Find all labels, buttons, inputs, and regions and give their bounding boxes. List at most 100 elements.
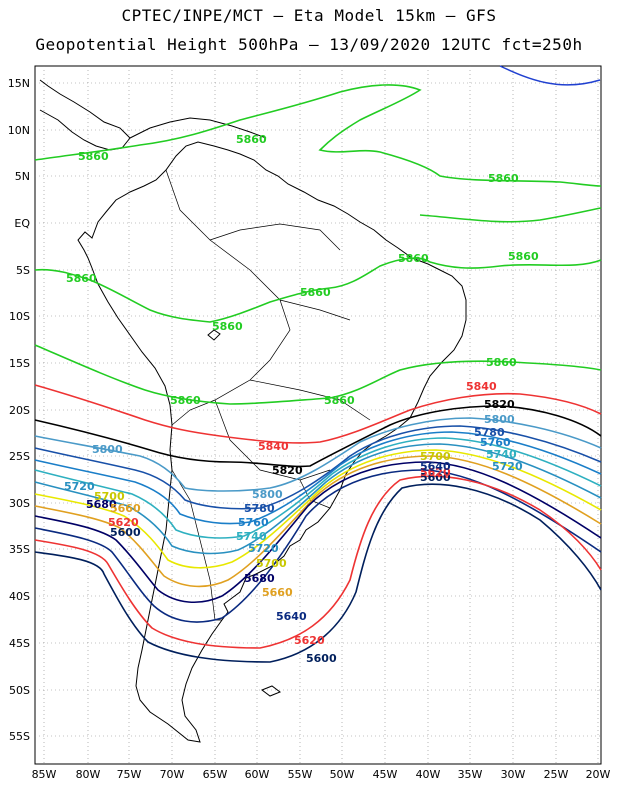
contour-label: 5620 bbox=[108, 516, 139, 529]
map-title-line2: Geopotential Height 500hPa – 13/09/2020 … bbox=[35, 35, 583, 54]
contour-label: 5860 bbox=[212, 320, 243, 333]
lon-label: 80W bbox=[76, 768, 101, 781]
contour-label: 5860 bbox=[488, 172, 519, 185]
contour-label: 5700 bbox=[420, 450, 451, 463]
lat-label: 25S bbox=[9, 450, 30, 463]
contour-5860-north bbox=[34, 84, 602, 187]
contour-label: 5860 bbox=[78, 150, 109, 163]
contour-label: 5780 bbox=[474, 426, 505, 439]
lat-label: 45S bbox=[9, 637, 30, 650]
contour-5860-south-america bbox=[34, 257, 602, 323]
lon-label: 85W bbox=[32, 768, 57, 781]
contour-label: 5860 bbox=[66, 272, 97, 285]
lon-label: 75W bbox=[117, 768, 142, 781]
lat-label: 40S bbox=[9, 590, 30, 603]
south-america-coastline bbox=[77, 141, 467, 743]
lon-label: 65W bbox=[203, 768, 228, 781]
contour-label: 5640 bbox=[420, 460, 451, 473]
contour-label: 5800 bbox=[484, 413, 515, 426]
map-title-line1: CPTEC/INPE/MCT – Eta Model 15km – GFS bbox=[121, 6, 497, 25]
lon-axis-labels: 85W 80W 75W 70W 65W 60W 55W 50W 45W 40W … bbox=[32, 768, 611, 781]
contour-label: 5740 bbox=[486, 448, 517, 461]
lon-label: 45W bbox=[373, 768, 398, 781]
contour-label: 5740 bbox=[236, 530, 267, 543]
contour-5640 bbox=[34, 469, 602, 623]
contour-label: 5800 bbox=[92, 443, 123, 456]
contour-label: 5700 bbox=[256, 557, 287, 570]
lake-titicaca bbox=[207, 329, 221, 341]
contour-label: 5660 bbox=[110, 502, 141, 515]
contour-label: 5600 bbox=[420, 471, 451, 484]
contour-5720 bbox=[34, 443, 602, 555]
lat-label: 15N bbox=[8, 77, 30, 90]
contour-label: 5780 bbox=[244, 502, 275, 515]
lat-axis-labels: 15N 10N 5N EQ 5S 10S 15S 20S 25S 30S 35S… bbox=[8, 77, 31, 743]
contour-label: 5620 bbox=[294, 634, 325, 647]
contour-label: 5860 bbox=[486, 356, 517, 369]
contour-label: 5720 bbox=[64, 480, 95, 493]
map-gridlines bbox=[35, 66, 601, 764]
coastlines bbox=[39, 79, 467, 743]
contour-5860-south bbox=[34, 344, 602, 405]
contour-label: 5860 bbox=[324, 394, 355, 407]
contour-label: 5860 bbox=[508, 250, 539, 263]
contour-5860-northeast bbox=[419, 207, 602, 223]
lat-label: 50S bbox=[9, 684, 30, 697]
contour-label: 5860 bbox=[170, 394, 201, 407]
contour-5680-orange bbox=[34, 455, 602, 588]
lon-label: 25W bbox=[544, 768, 569, 781]
contour-5740 bbox=[34, 437, 602, 539]
contour-label: 5760 bbox=[238, 516, 269, 529]
lon-label: 55W bbox=[288, 768, 313, 781]
contour-5700 bbox=[34, 449, 602, 569]
lon-label: 40W bbox=[416, 768, 441, 781]
contour-5660 bbox=[34, 461, 602, 604]
contour-5760 bbox=[34, 431, 602, 525]
contour-label: 5860 bbox=[300, 286, 331, 299]
lat-label: 55S bbox=[9, 730, 30, 743]
lat-label: EQ bbox=[14, 217, 30, 230]
contour-label: 5680 bbox=[244, 572, 275, 585]
contour-5600 bbox=[34, 483, 602, 663]
contour-label: 5660 bbox=[262, 586, 293, 599]
contour-label: 5600 bbox=[110, 526, 141, 539]
lat-label: 10S bbox=[9, 310, 30, 323]
lon-label: 70W bbox=[160, 768, 185, 781]
contour-label: 5860 bbox=[236, 133, 267, 146]
contour-label: 5700 bbox=[94, 490, 125, 503]
contour-top-right bbox=[499, 65, 601, 86]
lon-label: 35W bbox=[458, 768, 483, 781]
contour-label: 5620 bbox=[420, 466, 451, 479]
contour-label: 5800 bbox=[252, 488, 283, 501]
contour-5620 bbox=[34, 475, 602, 649]
contour-5780 bbox=[34, 425, 602, 510]
contour-labels: 5860 5860 5860 5860 5860 5860 5860 5860 … bbox=[64, 133, 539, 665]
contour-label: 5820 bbox=[272, 464, 303, 477]
lon-label: 60W bbox=[245, 768, 270, 781]
height-contours bbox=[34, 84, 602, 663]
contour-label: 5600 bbox=[306, 652, 337, 665]
contour-label: 5720 bbox=[248, 542, 279, 555]
contour-label: 5860 bbox=[398, 252, 429, 265]
lat-label: 5N bbox=[15, 170, 30, 183]
contour-label: 5840 bbox=[466, 380, 497, 393]
falkland-islands bbox=[260, 685, 282, 697]
lat-label: 15S bbox=[9, 357, 30, 370]
contour-5840 bbox=[34, 384, 602, 444]
contour-label: 5640 bbox=[276, 610, 307, 623]
lat-label: 5S bbox=[16, 264, 30, 277]
lon-label: 30W bbox=[501, 768, 526, 781]
caribbean-coastline bbox=[129, 117, 267, 139]
lat-label: 30S bbox=[9, 497, 30, 510]
contour-label: 5720 bbox=[492, 460, 523, 473]
contour-label: 5820 bbox=[484, 398, 515, 411]
lat-label: 10N bbox=[8, 124, 30, 137]
lon-label: 20W bbox=[586, 768, 611, 781]
contour-5820 bbox=[34, 405, 602, 468]
lat-label: 20S bbox=[9, 404, 30, 417]
contour-5800 bbox=[34, 417, 602, 492]
contour-label: 5760 bbox=[480, 436, 511, 449]
lon-label: 50W bbox=[330, 768, 355, 781]
lat-label: 35S bbox=[9, 543, 30, 556]
